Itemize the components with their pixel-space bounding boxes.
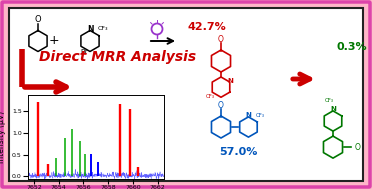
Text: 42.7%: 42.7% — [187, 22, 227, 32]
Text: N: N — [246, 112, 251, 118]
Text: CF₃: CF₃ — [206, 94, 215, 99]
Text: O: O — [35, 15, 41, 24]
Text: Br: Br — [80, 49, 88, 54]
Text: CF₃: CF₃ — [98, 26, 109, 32]
Text: 0.3%: 0.3% — [337, 42, 367, 52]
Text: +: + — [49, 35, 59, 47]
Text: N: N — [330, 106, 336, 112]
Text: N: N — [228, 78, 234, 84]
Text: O: O — [218, 101, 224, 109]
Text: N: N — [87, 25, 93, 33]
FancyBboxPatch shape — [9, 8, 363, 181]
Text: O: O — [355, 143, 361, 152]
Y-axis label: Intensity (μV): Intensity (μV) — [0, 111, 6, 163]
Text: Direct MRR Analysis: Direct MRR Analysis — [39, 50, 196, 64]
FancyBboxPatch shape — [2, 2, 370, 187]
Text: 57.0%: 57.0% — [219, 147, 257, 157]
Text: O: O — [218, 35, 224, 43]
Text: CF₃: CF₃ — [256, 113, 264, 118]
Text: CF₃: CF₃ — [324, 98, 334, 103]
